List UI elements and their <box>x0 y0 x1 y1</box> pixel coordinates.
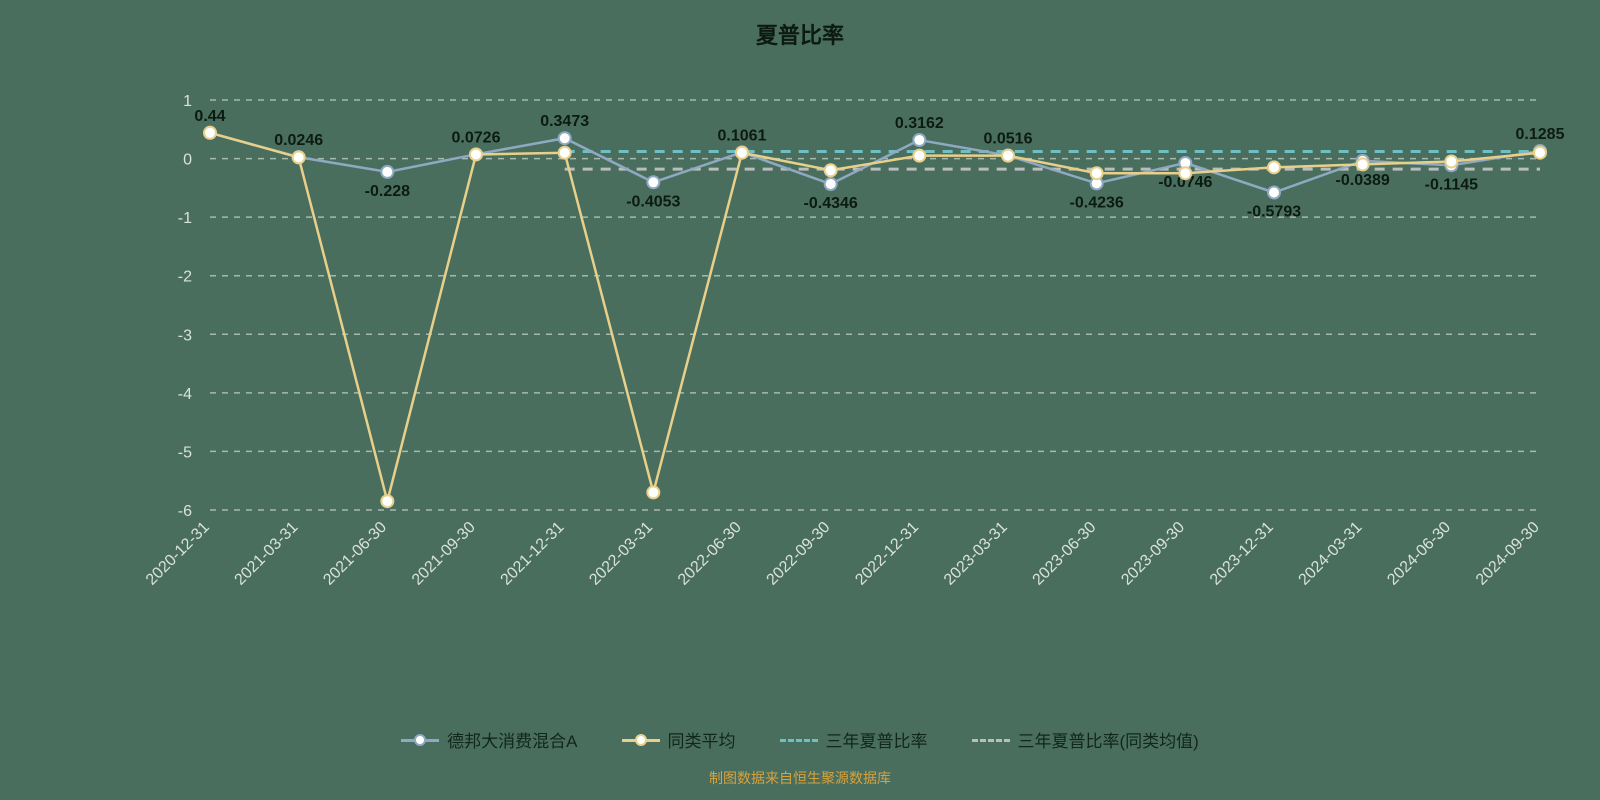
svg-text:2021-09-30: 2021-09-30 <box>409 519 479 589</box>
legend-item: 同类平均 <box>622 727 736 752</box>
svg-text:-0.5793: -0.5793 <box>1247 204 1301 221</box>
svg-text:0.44: 0.44 <box>194 108 225 125</box>
svg-text:-0.4236: -0.4236 <box>1070 194 1124 211</box>
svg-text:0.1285: 0.1285 <box>1516 126 1565 143</box>
legend-item: 三年夏普比率 <box>780 727 928 752</box>
sharpe-ratio-chart: 夏普比率 10-1-2-3-4-5-62020-12-312021-03-312… <box>0 0 1600 800</box>
svg-text:2023-09-30: 2023-09-30 <box>1118 519 1188 589</box>
legend-item: 三年夏普比率(同类均值) <box>972 727 1199 752</box>
legend-item: 德邦大消费混合A <box>401 727 577 752</box>
svg-text:2024-03-31: 2024-03-31 <box>1296 519 1366 589</box>
legend-swatch <box>401 733 439 747</box>
legend-label: 三年夏普比率 <box>826 727 928 752</box>
svg-text:0: 0 <box>183 152 192 169</box>
svg-text:-5: -5 <box>178 444 192 461</box>
svg-text:-2: -2 <box>178 269 192 286</box>
svg-text:2024-06-30: 2024-06-30 <box>1384 519 1454 589</box>
svg-text:-0.4346: -0.4346 <box>804 195 858 212</box>
chart-plot-area: 1 0 -1 -2 -3 -4 -5 -62020-12-31 2021-03-31 2021-0… <box>0 0 1600 800</box>
svg-text:-0.4053: -0.4053 <box>626 193 680 210</box>
svg-text:2022-12-31: 2022-12-31 <box>852 519 922 589</box>
svg-text:-0.0389: -0.0389 <box>1336 172 1390 189</box>
svg-text:2024-09-30: 2024-09-30 <box>1473 519 1543 589</box>
svg-text:2021-03-31: 2021-03-31 <box>232 519 302 589</box>
svg-text:-0.1145: -0.1145 <box>1425 176 1478 193</box>
svg-text:2021-06-30: 2021-06-30 <box>320 519 390 589</box>
svg-text:0.3162: 0.3162 <box>895 115 944 132</box>
chart-footer-note: 制图数据来自恒生聚源数据库 <box>0 768 1600 788</box>
svg-text:2023-03-31: 2023-03-31 <box>941 519 1011 589</box>
svg-text:0.1061: 0.1061 <box>718 127 767 144</box>
chart-legend: 德邦大消费混合A 同类平均 三年夏普比率 三年夏普比率(同类均值) <box>0 727 1600 752</box>
legend-label: 三年夏普比率(同类均值) <box>1018 727 1199 752</box>
svg-text:2022-06-30: 2022-06-30 <box>675 519 745 589</box>
svg-text:0.0726: 0.0726 <box>452 129 501 146</box>
svg-text:2021-12-31: 2021-12-31 <box>498 519 568 589</box>
svg-text:2020-12-31: 2020-12-31 <box>143 519 213 589</box>
svg-text:2022-03-31: 2022-03-31 <box>586 519 656 589</box>
svg-text:2023-12-31: 2023-12-31 <box>1207 519 1277 589</box>
svg-text:0.0516: 0.0516 <box>984 131 1033 148</box>
svg-text:-0.228: -0.228 <box>365 183 410 200</box>
svg-text:-6: -6 <box>178 503 192 520</box>
legend-swatch <box>622 733 660 747</box>
svg-text:-4: -4 <box>178 386 192 403</box>
legend-label: 同类平均 <box>668 727 736 752</box>
legend-label: 德邦大消费混合A <box>447 727 577 752</box>
svg-text:-3: -3 <box>178 327 192 344</box>
svg-text:1: 1 <box>183 93 192 110</box>
svg-text:2022-09-30: 2022-09-30 <box>764 519 834 589</box>
svg-text:2023-06-30: 2023-06-30 <box>1030 519 1100 589</box>
svg-text:0.0246: 0.0246 <box>274 132 323 149</box>
legend-swatch <box>780 733 818 747</box>
svg-text:-1: -1 <box>178 210 192 227</box>
svg-text:0.3473: 0.3473 <box>540 113 589 130</box>
legend-swatch <box>972 733 1010 747</box>
